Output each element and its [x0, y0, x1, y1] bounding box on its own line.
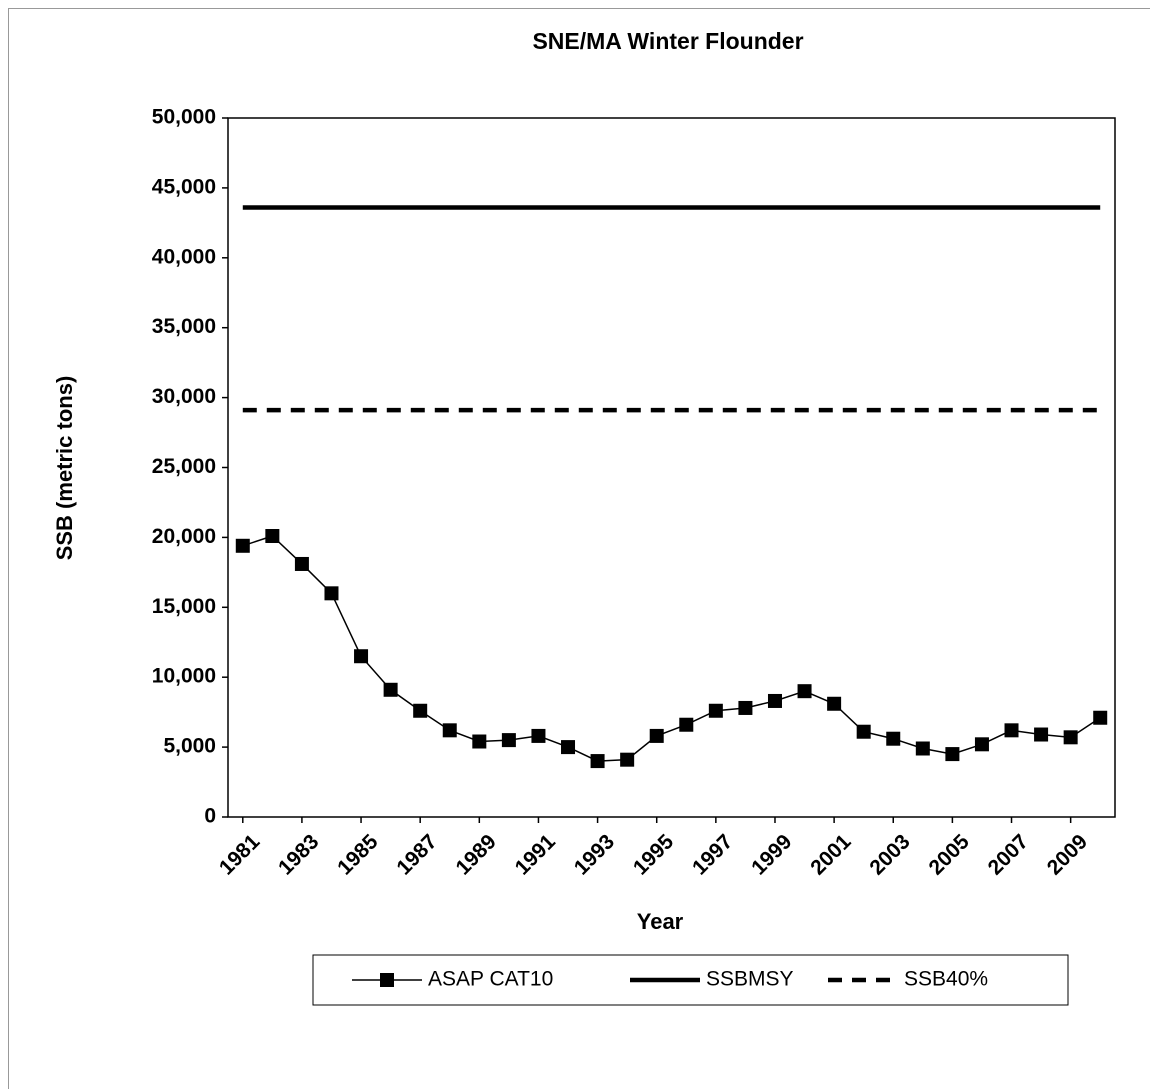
x-tick-label: 2003 [865, 830, 914, 879]
x-tick-label: 2001 [806, 830, 856, 880]
x-tick-label: 2007 [984, 830, 1033, 879]
y-tick-label: 5,000 [163, 735, 216, 758]
chart-title: SNE/MA Winter Flounder [532, 28, 803, 54]
y-tick-label: 20,000 [152, 525, 216, 548]
x-tick-label: 1991 [511, 830, 561, 880]
data-point [915, 741, 930, 756]
data-point [294, 556, 309, 571]
data-point [1004, 723, 1019, 738]
y-tick-label: 0 [204, 805, 216, 828]
data-point [649, 728, 664, 743]
y-tick-label: 40,000 [152, 245, 216, 268]
data-point [620, 752, 635, 767]
x-tick-label: 1981 [215, 830, 265, 880]
x-tick-label: 1995 [629, 830, 679, 880]
y-tick-label: 10,000 [152, 665, 216, 688]
legend-label: SSB40% [904, 968, 988, 991]
x-tick-label: 2005 [925, 830, 975, 880]
data-point [679, 717, 694, 732]
data-point [324, 586, 339, 601]
data-point [442, 723, 457, 738]
x-tick-label: 2009 [1043, 830, 1092, 879]
y-tick-label: 30,000 [152, 385, 216, 408]
data-point [590, 754, 605, 769]
x-tick-label: 1997 [688, 830, 737, 879]
data-point [1034, 727, 1049, 742]
data-point [974, 737, 989, 752]
x-tick-label: 1987 [392, 830, 441, 879]
data-point [945, 747, 960, 762]
data-point [708, 703, 723, 718]
data-point [235, 538, 250, 553]
legend-label: SSBMSY [706, 968, 794, 991]
y-tick-label: 50,000 [152, 106, 216, 129]
data-point [767, 693, 782, 708]
data-point [265, 529, 280, 544]
data-point [1063, 730, 1078, 745]
data-point [383, 682, 398, 697]
data-point [413, 703, 428, 718]
x-tick-label: 1993 [570, 830, 619, 879]
x-tick-label: 1999 [747, 830, 796, 879]
x-tick-label: 1989 [451, 830, 500, 879]
data-point [738, 700, 753, 715]
data-point [354, 649, 369, 664]
data-point [501, 733, 516, 748]
x-axis-label: Year [637, 909, 684, 934]
data-point [886, 731, 901, 746]
series-line [242, 535, 1101, 762]
legend-marker [380, 973, 394, 987]
data-point [531, 728, 546, 743]
y-tick-label: 25,000 [152, 455, 216, 478]
chart-frame [8, 8, 1150, 1089]
y-axis-label: SSB (metric tons) [52, 376, 77, 561]
data-point [856, 724, 871, 739]
x-tick-label: 1983 [274, 830, 323, 879]
legend-label: ASAP CAT10 [428, 968, 553, 991]
y-tick-label: 15,000 [152, 595, 216, 618]
data-point [472, 734, 487, 749]
data-point [561, 740, 576, 755]
data-point [797, 684, 812, 699]
x-tick-label: 1985 [333, 830, 383, 880]
data-point [827, 696, 842, 711]
y-tick-label: 35,000 [152, 315, 216, 338]
plot-area [227, 117, 1116, 818]
y-tick-label: 45,000 [152, 175, 216, 198]
data-point [1093, 710, 1108, 725]
